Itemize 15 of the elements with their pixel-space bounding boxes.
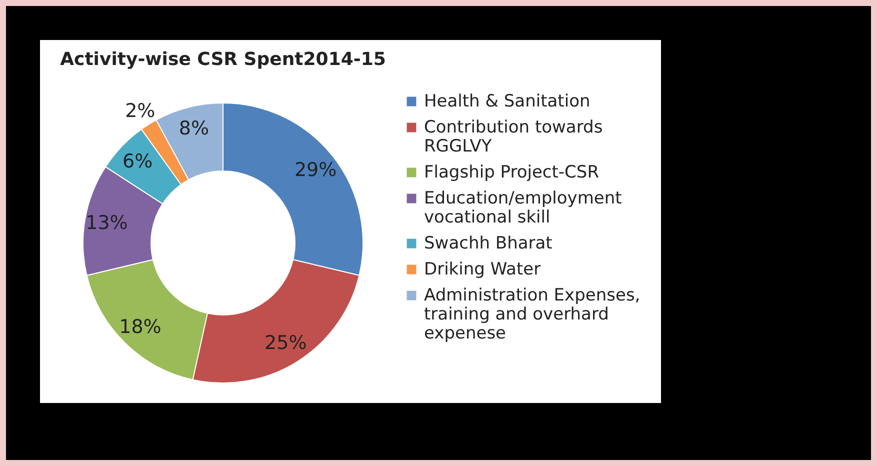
- legend-label: Swachh Bharat: [424, 234, 553, 254]
- legend-label: Health & Sanitation: [424, 92, 590, 112]
- data-label: 25%: [264, 332, 307, 354]
- data-label: 8%: [178, 118, 210, 140]
- data-label: 18%: [119, 316, 162, 338]
- data-label: 2%: [125, 100, 156, 122]
- data-label: 29%: [294, 158, 337, 181]
- legend-label: Contribution towards RGGLVY: [424, 118, 603, 156]
- legend-label: Flagship Project-CSR: [424, 162, 600, 182]
- data-label: 6%: [122, 150, 153, 173]
- data-label: 13%: [86, 212, 128, 234]
- legend-label: Administration Expenses, training and overhard expenese: [424, 286, 640, 344]
- chart-title: Activity-wise CSR Spent2014-15: [60, 48, 386, 70]
- legend-label: Education/employment vocational skill: [424, 188, 622, 228]
- legend-label: Driking Water: [424, 260, 541, 280]
